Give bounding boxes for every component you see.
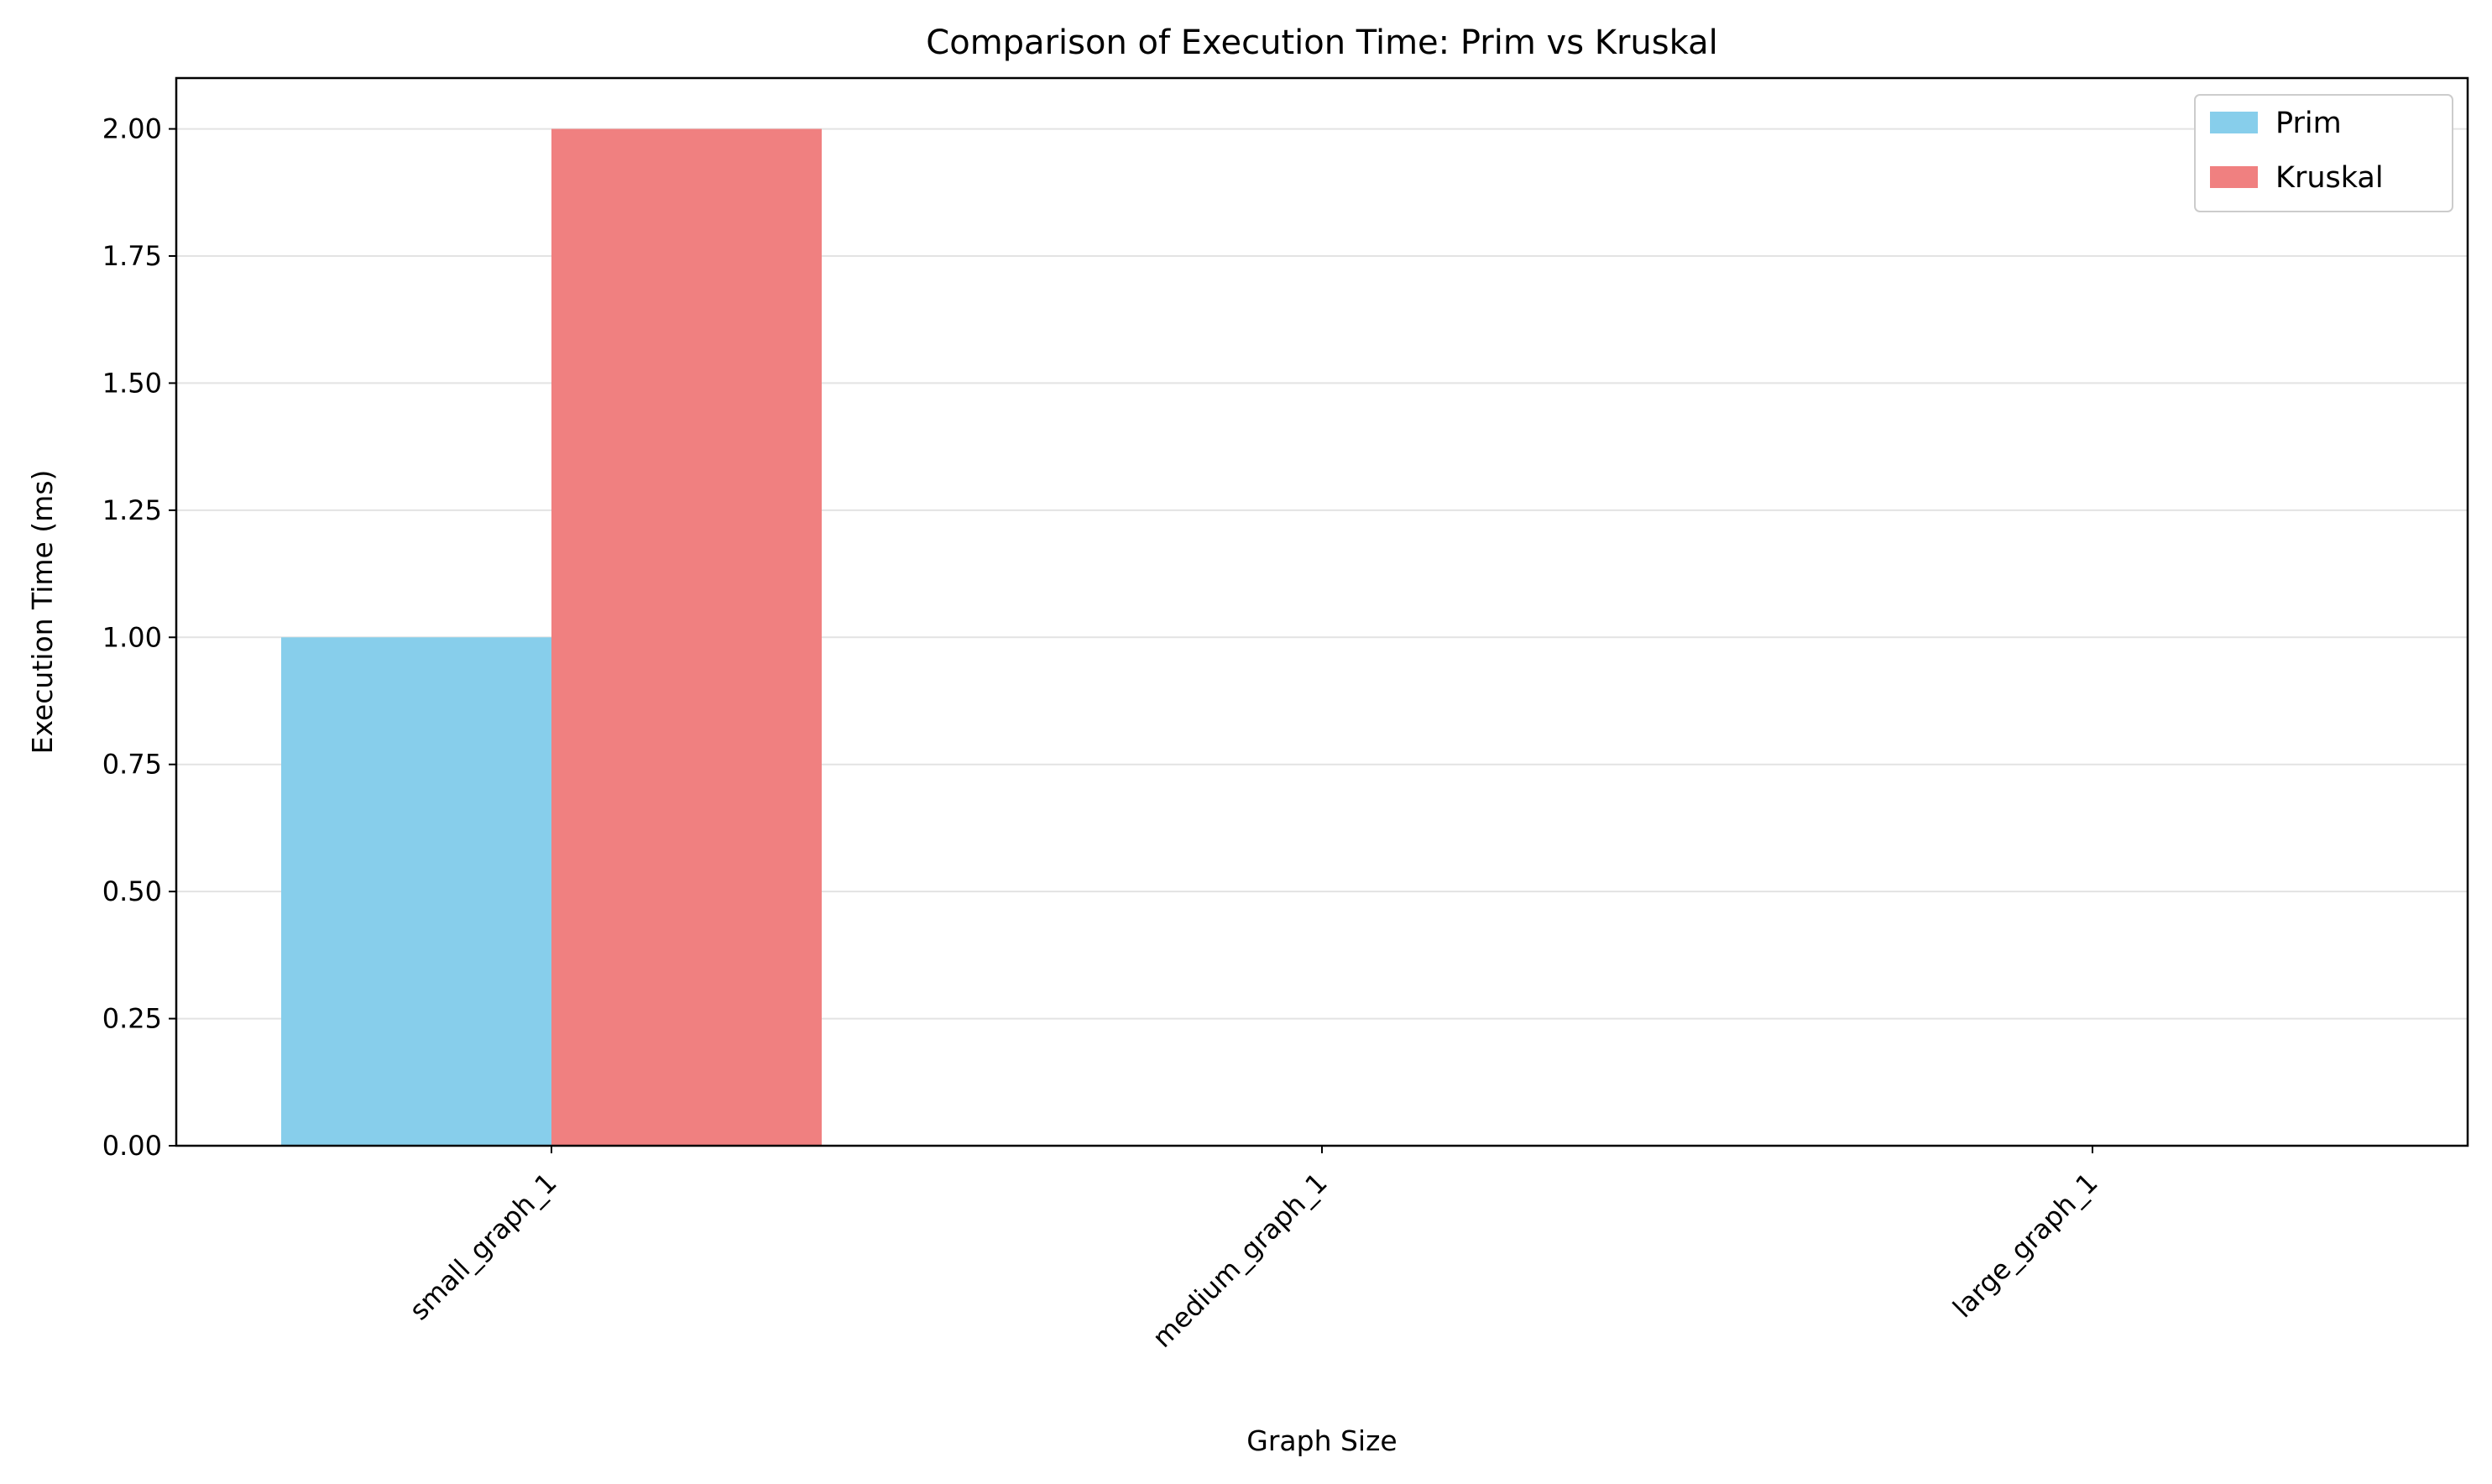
bars [281,128,822,1147]
y-tick-label: 1.50 [102,367,162,399]
bar-prim-small_graph_1 [281,637,551,1146]
y-tick-label: 1.00 [102,621,162,653]
legend-swatch-kruskal [2210,166,2258,188]
legend: Prim Kruskal [2194,94,2453,212]
y-tick-label: 0.75 [102,749,162,781]
bar-kruskal-small_graph_1 [551,128,822,1147]
y-tick-label: 1.75 [102,240,162,272]
y-axis-label: Execution Time (ms) [26,470,59,755]
y-tick-label: 0.00 [102,1130,162,1162]
y-tick-label: 2.00 [102,113,162,145]
legend-label-prim: Prim [2275,107,2342,140]
y-tick-label: 0.50 [102,875,162,907]
y-tick-label: 0.25 [102,1003,162,1035]
y-axis: 0.00 0.25 0.50 0.75 1.00 1.25 1.50 1.75 2.00 [102,113,176,1162]
chart-title: Comparison of Execution Time: Prim vs Kr… [926,24,1717,62]
x-axis-label: Graph Size [1246,1424,1397,1457]
y-tick-label: 1.25 [102,494,162,526]
legend-swatch-prim [2210,112,2258,133]
legend-label-kruskal: Kruskal [2275,161,2384,195]
legend-box [2194,94,2453,212]
